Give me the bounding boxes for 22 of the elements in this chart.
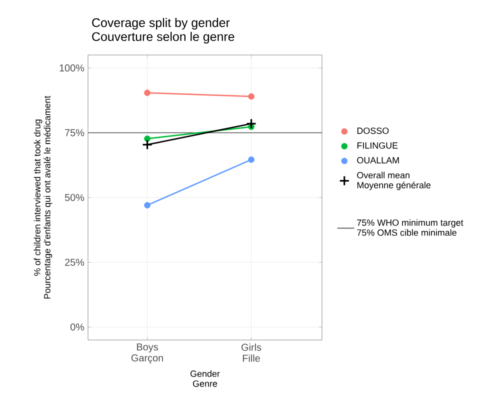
point xyxy=(144,90,150,96)
point xyxy=(248,93,254,100)
x-tick-label: Boys Garçon xyxy=(131,344,163,364)
legend-label: Overall mean Moyenne générale xyxy=(357,172,431,190)
x-tick-label: Girls Fille xyxy=(242,344,262,362)
y-tick-label: 25% xyxy=(65,258,84,266)
point xyxy=(142,139,153,150)
legend-label: 75% WHO minimum target 75% OMS cible minimale xyxy=(357,219,464,236)
point xyxy=(246,118,257,129)
chart-title: Coverage split by gender Couverture selon le genre xyxy=(92,18,234,44)
y-tick-label: 0% xyxy=(70,324,84,331)
legend-label: DOSSO xyxy=(357,128,389,134)
point xyxy=(144,202,150,208)
point xyxy=(144,135,150,142)
x-axis-title: Gender Genre xyxy=(190,370,220,387)
y-tick-label: 75% xyxy=(65,129,84,136)
y-tick-label: 50% xyxy=(64,194,84,202)
point xyxy=(248,156,254,163)
legend-label: OUALLAM xyxy=(357,157,399,164)
y-axis-title: % of children interviewed that took drug Pourcentage d'enfants qui ont avalé le médicament xyxy=(34,96,52,299)
legend-label: FILINGUE xyxy=(357,142,398,149)
y-tick-label: 100% xyxy=(60,64,84,72)
